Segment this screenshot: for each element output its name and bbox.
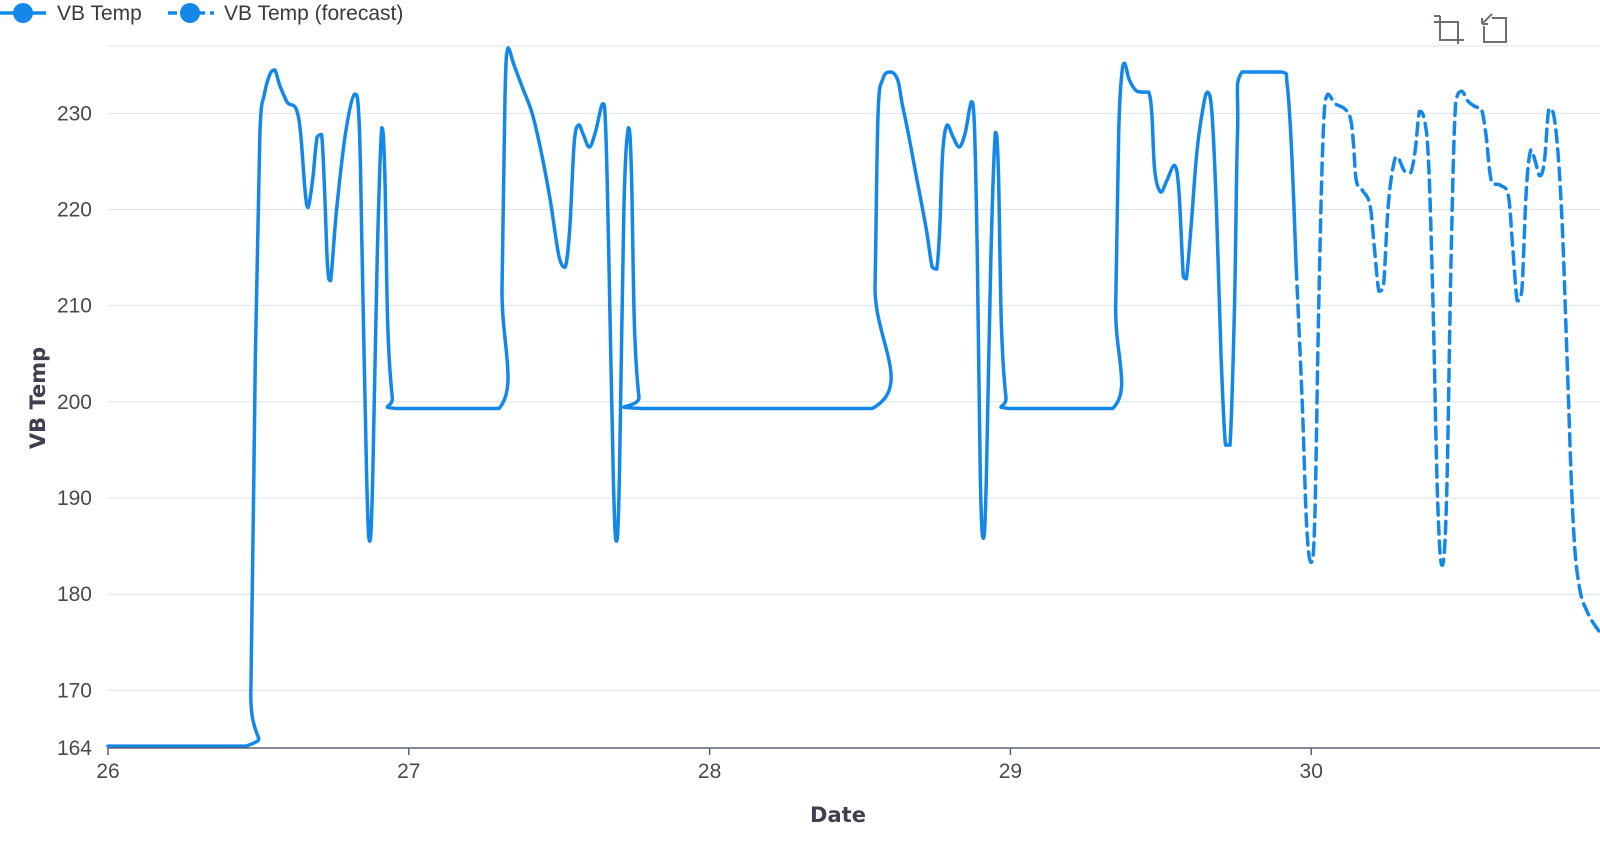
- y-axis-title: VB Temp: [26, 347, 50, 449]
- legend-item-vb-temp[interactable]: VB Temp: [0, 2, 142, 25]
- y-tick-label: 164: [57, 737, 92, 760]
- x-axis-title: Date: [810, 803, 866, 827]
- zoom-select-icon[interactable]: [1432, 12, 1466, 46]
- y-tick-label: 210: [57, 295, 92, 318]
- y-tick-label: 180: [57, 583, 92, 606]
- legend-marker-vb-temp: [13, 3, 33, 23]
- grid-layer: [108, 45, 1600, 691]
- legend: VB Temp VB Temp (forecast): [0, 2, 403, 25]
- x-tick-label: 30: [1300, 760, 1323, 783]
- legend-label-vb-temp-forecast: VB Temp (forecast): [224, 2, 403, 25]
- series-line-vb-temp[interactable]: [106, 46, 1298, 748]
- x-tick-label: 26: [96, 760, 119, 783]
- zoom-reset-icon[interactable]: [1480, 12, 1514, 46]
- series-line-vb-temp-forecast[interactable]: [1294, 89, 1600, 635]
- x-tick-label: 28: [698, 760, 721, 783]
- legend-marker-vb-temp-forecast: [180, 3, 200, 23]
- x-tick-label: 29: [999, 760, 1022, 783]
- y-tick-label: 230: [57, 102, 92, 125]
- y-tick-label: 170: [57, 679, 92, 702]
- legend-label-vb-temp: VB Temp: [57, 2, 142, 25]
- x-tick-label: 27: [397, 760, 420, 783]
- legend-item-vb-temp-forecast[interactable]: VB Temp (forecast): [168, 2, 403, 25]
- axis-layer: 164 170 180 190 200 210 220 230 26 27 28 29 30: [57, 102, 1600, 783]
- y-tick-label: 190: [57, 487, 92, 510]
- series-layer: [106, 46, 1600, 748]
- y-tick-label: 220: [57, 198, 92, 221]
- y-tick-label: 200: [57, 391, 92, 414]
